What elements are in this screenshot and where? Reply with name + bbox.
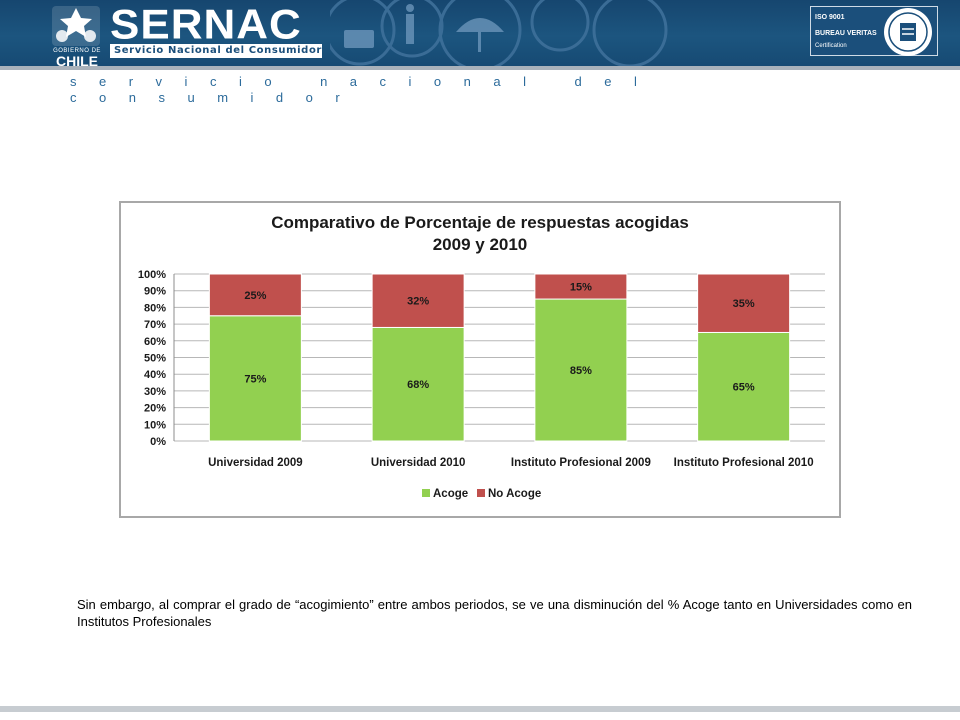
y-tick-label: 0% [150, 436, 166, 448]
bar-acoge [534, 298, 628, 442]
data-label: 35% [733, 298, 755, 310]
iso-line3: Certification [815, 43, 847, 49]
brand-logo-text: SERNAC [110, 1, 302, 48]
bar-acoge [697, 331, 791, 442]
chart-title-line2: 2009 y 2010 [432, 235, 528, 254]
legend-label: No Acoge [488, 488, 541, 500]
tagline-word: consumidor [70, 90, 363, 105]
tagline: servicio nacional del consumidor [70, 74, 900, 106]
y-tick-label: 10% [144, 419, 166, 431]
x-category-label: Instituto Profesional 2010 [674, 457, 814, 469]
bar-acoge [371, 326, 465, 442]
chart-title: Comparativo de Porcentaje de respuestas … [119, 212, 841, 256]
bar-no-acoge [534, 273, 628, 300]
iso-line2: BUREAU VERITAS [815, 30, 877, 37]
legend-label: Acoge [433, 488, 468, 500]
header-banner: GOBIERNO DE CHILE SERNAC Servicio Nacion… [0, 0, 960, 66]
banner-decoration [330, 0, 668, 66]
gobierno-big-text: CHILE [56, 53, 98, 66]
y-tick-label: 20% [144, 403, 166, 415]
data-label: 75% [244, 373, 266, 385]
data-label: 25% [244, 290, 266, 302]
header-stripe [0, 66, 960, 70]
bar-no-acoge [697, 273, 791, 333]
y-tick-label: 30% [144, 386, 166, 398]
bar-acoge [208, 315, 302, 442]
tagline-word: nacional [320, 74, 549, 89]
x-category-label: Universidad 2010 [371, 457, 466, 469]
data-label: 65% [733, 382, 755, 394]
gobierno-label: GOBIERNO DE CHILE [51, 48, 103, 66]
y-tick-label: 50% [144, 353, 166, 365]
data-label: 15% [570, 282, 592, 294]
legend-swatch-acoge [422, 489, 430, 497]
stacked-bar-chart: 0% 10% 20% 30% 40% 50% 60% 70% 80% 90% 100% 75% 25% U… [138, 269, 825, 500]
tagline-word: servicio [70, 74, 295, 89]
x-category-label: Instituto Profesional 2009 [511, 457, 651, 469]
body-paragraph: Sin embargo, al comprar el grado de “aco… [77, 597, 912, 629]
chart-title-line1: Comparativo de Porcentaje de respuestas … [271, 213, 689, 232]
y-tick-label: 40% [144, 369, 166, 381]
umbrella-icon [438, 0, 522, 66]
iso-certification-text: ISO 9001 BUREAU VERITAS Certification [815, 12, 877, 52]
y-tick-label: 90% [144, 286, 166, 298]
iso-line1: ISO 9001 [815, 14, 845, 21]
bar-no-acoge [371, 273, 465, 328]
tagline-word: del [574, 74, 660, 89]
bureau-veritas-seal-icon [884, 8, 932, 56]
data-label: 68% [407, 379, 429, 391]
y-tick-label: 100% [138, 269, 166, 281]
data-label: 32% [407, 296, 429, 308]
bar-no-acoge [208, 273, 302, 317]
info-icon [380, 0, 444, 58]
gobierno-small-text: GOBIERNO DE [53, 48, 101, 54]
x-category-label: Universidad 2009 [208, 457, 303, 469]
brand-subtitle: Servicio Nacional del Consumidor [110, 44, 322, 58]
footer-line [0, 706, 960, 712]
y-tick-label: 80% [144, 302, 166, 314]
legend-swatch-no-acoge [477, 489, 485, 497]
gobierno-logo [52, 6, 100, 46]
data-label: 85% [570, 365, 592, 377]
y-tick-label: 60% [144, 336, 166, 348]
book-icon [330, 0, 396, 66]
y-tick-label: 70% [144, 319, 166, 331]
